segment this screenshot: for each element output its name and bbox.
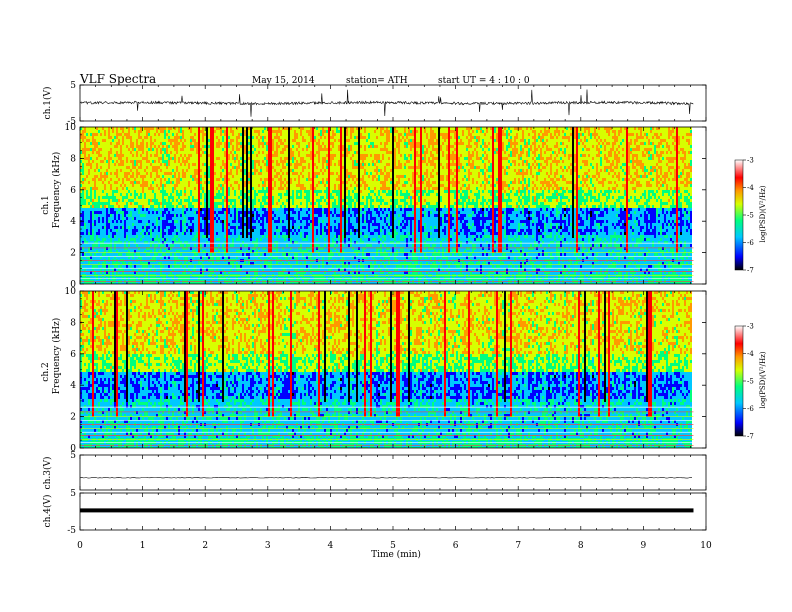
colorbar-ch1: -3 -4 -5 -6 -7 — [734, 157, 754, 275]
x-tick-label: 2 — [202, 541, 208, 551]
x-tick-label: 8 — [578, 541, 584, 551]
ch4-waveform-panel: 5 -5 — [67, 489, 707, 536]
x-tick-label: 6 — [453, 541, 459, 551]
x-tick-label: 7 — [515, 541, 521, 551]
y-tick-label: 4 — [70, 381, 76, 391]
x-tick-label: 9 — [641, 541, 647, 551]
y-tick-label: 0 — [70, 280, 76, 290]
y-tick-label: -5 — [67, 526, 76, 536]
y-tick-label: 5 — [70, 81, 76, 91]
colorbar-tick-label: -4 — [747, 350, 754, 358]
y-tick-label: 10 — [65, 123, 77, 133]
x-tick-label: 1 — [140, 541, 146, 551]
colorbar-tick-label: -5 — [747, 378, 754, 386]
ch1-channel-label: ch.1 — [41, 195, 51, 214]
date-label: May 15, 2014 — [252, 76, 315, 86]
x-tick-label: 0 — [77, 541, 83, 551]
x-tick-label: 10 — [700, 541, 712, 551]
station-label: station= ATH — [346, 76, 408, 86]
colorbar-tick-label: -6 — [747, 239, 754, 247]
y-tick-label: 10 — [65, 287, 77, 297]
colorbar-ch2-label: log(PSD)(V²/Hz) — [759, 351, 767, 408]
y-tick-label: 5 — [70, 489, 76, 499]
ch3-waveform-ylabel: ch.3(V) — [42, 457, 53, 490]
colorbar-tick-label: -3 — [747, 323, 754, 331]
y-tick-label: 8 — [70, 154, 76, 164]
ch1-frequency-label: Frequency (kHz) — [51, 152, 62, 229]
ch1-waveform-ylabel: ch.1(V) — [42, 87, 53, 120]
start-time-label: start UT = 4 : 10 : 0 — [438, 76, 530, 86]
ch4-waveform-ylabel: ch.4(V) — [42, 495, 53, 528]
colorbar-tick-label: -7 — [747, 267, 754, 275]
y-tick-label: 6 — [70, 186, 76, 196]
y-tick-label: 6 — [70, 350, 76, 360]
colorbar-gradient — [734, 325, 744, 437]
y-tick-label: 2 — [70, 413, 76, 423]
colorbar-tick-label: -4 — [747, 184, 754, 192]
colorbar-ch2: -3 -4 -5 -6 -7 — [734, 323, 754, 441]
colorbar-tick-label: -6 — [747, 405, 754, 413]
colorbar-gradient — [734, 159, 744, 271]
y-tick-label: 0 — [70, 444, 76, 454]
x-tick-label: 4 — [328, 541, 334, 551]
ch1-waveform-panel: 5 -5 — [67, 81, 707, 127]
x-axis-label: Time (min) — [371, 549, 421, 560]
x-tick-label: 5 — [390, 541, 396, 551]
ch3-waveform-panel: 5 — [70, 451, 707, 491]
colorbar-ch1-label: log(PSD)(V²/Hz) — [759, 185, 767, 242]
ch1-spectrogram-panel: 0 2 4 6 8 10 — [65, 123, 707, 290]
colorbar-tick-label: -3 — [747, 157, 754, 165]
ch2-channel-label: ch.2 — [41, 362, 51, 381]
time-axis: 0 1 2 3 4 5 6 7 8 9 10 — [77, 541, 712, 551]
y-tick-label: -5 — [67, 117, 76, 127]
y-tick-label: 2 — [70, 249, 76, 259]
figure-title: VLF Spectra — [79, 72, 156, 86]
ch2-frequency-label: Frequency (kHz) — [51, 318, 62, 395]
y-tick-label: 4 — [70, 217, 76, 227]
ch2-spectrogram-panel: 0 2 4 6 8 10 — [65, 287, 707, 454]
y-tick-label: 8 — [70, 318, 76, 328]
colorbar-tick-label: -7 — [747, 433, 754, 441]
y-tick-label: 5 — [70, 451, 76, 461]
x-tick-label: 3 — [265, 541, 271, 551]
colorbar-tick-label: -5 — [747, 212, 754, 220]
